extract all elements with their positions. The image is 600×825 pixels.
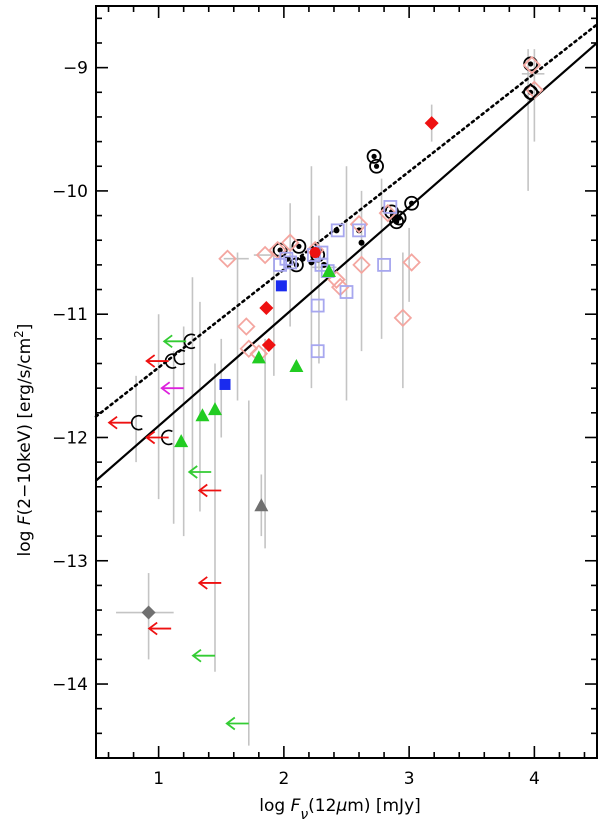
filled-triangle-point [251, 350, 266, 364]
circled-dot-point [291, 238, 307, 254]
open-square-point [352, 223, 366, 238]
filled-triangle-point [321, 264, 336, 278]
filled-diamond-point [259, 301, 274, 316]
y-tick-label: −13 [52, 552, 88, 572]
axis-ticks: 1 2 3 4 −9 −10 −11 −12 −13 −14 [52, 6, 597, 789]
open-square-point [314, 257, 329, 272]
filled-square-point [275, 280, 287, 292]
y-axis-title: log F(2−10keV) [erg/s/cm2] [12, 324, 35, 557]
upper-limit-arrow-head [107, 415, 118, 430]
x-tick-label: 2 [278, 769, 289, 789]
open-diamond-point [218, 249, 237, 268]
circled-dot-point [404, 195, 420, 211]
open-square-point [377, 257, 391, 272]
circled-dot-point [369, 158, 384, 174]
upper-limit-arrow-head [197, 483, 208, 498]
dot-point [299, 255, 306, 262]
open-diamond-point [525, 80, 544, 100]
open-circle-point [130, 414, 143, 431]
upper-limit-arrow-head [225, 716, 236, 731]
circled-dot-center [373, 163, 380, 169]
circled-dot-center [409, 200, 415, 206]
upper-limit-arrow-head [191, 648, 202, 663]
open-square-point [283, 255, 298, 270]
dot-point [358, 239, 365, 246]
open-diamond-point [522, 55, 542, 75]
upper-limit-arrow-head [160, 381, 171, 395]
upper-limit-arrow-head [145, 354, 156, 368]
filled-triangle-point [289, 358, 304, 372]
circled-dot-point [366, 148, 382, 164]
filled-triangle-point [174, 434, 189, 448]
data-markers [107, 55, 544, 731]
open-square-point [330, 223, 345, 238]
x-axis-title: log Fν(12μm) [mJy] [259, 796, 421, 823]
open-diamond-point [349, 214, 369, 234]
solid-fit-line [95, 42, 598, 482]
open-square-point [279, 251, 294, 266]
circled-dot-point [389, 214, 405, 230]
open-square-point [339, 285, 354, 299]
filled-triangle-point [195, 408, 210, 422]
filled-diamond-point [141, 605, 156, 620]
filled-triangle-point [254, 498, 269, 512]
y-tick-label: −12 [52, 428, 88, 448]
open-diamond-point [280, 233, 300, 252]
filled-circle-point [309, 247, 321, 259]
circled-dot-center [528, 61, 534, 67]
filled-square-point [219, 378, 231, 390]
x-tick-label: 4 [529, 769, 540, 789]
filled-triangle-point [207, 402, 222, 416]
open-circle-point [173, 349, 186, 366]
y-tick-label: −10 [52, 182, 88, 202]
open-square-point [310, 344, 325, 359]
open-diamond-point [352, 255, 371, 275]
open-diamond-point [237, 317, 256, 336]
circled-dot-center [371, 153, 377, 159]
upper-limit-arrow-head [147, 621, 158, 636]
upper-limit-arrow-head [187, 465, 198, 479]
dot-point [333, 227, 340, 234]
open-diamond-point [521, 83, 540, 102]
upper-limit-arrow-head [145, 430, 156, 445]
upper-limit-arrow-head [162, 334, 173, 349]
x-tick-label: 3 [404, 769, 415, 789]
open-diamond-point [239, 339, 259, 358]
open-diamond-point [402, 253, 421, 272]
x-tick-label: 1 [153, 769, 164, 789]
circled-dot-center [277, 247, 283, 253]
open-diamond-point [393, 308, 413, 328]
open-diamond-point [378, 203, 398, 223]
plot-frame [95, 5, 598, 759]
circled-dot-center [394, 219, 400, 225]
y-tick-label: −9 [63, 59, 88, 79]
open-diamond-point [255, 245, 275, 265]
y-tick-label: −11 [52, 305, 88, 325]
filled-diamond-point [424, 116, 439, 131]
y-tick-label: −14 [52, 675, 88, 695]
error-bars [116, 49, 545, 746]
filled-diamond-point [261, 338, 276, 353]
open-square-point [310, 298, 325, 313]
open-square-point [383, 200, 398, 214]
upper-limit-arrow-head [197, 576, 208, 590]
circled-dot-center [296, 243, 302, 249]
